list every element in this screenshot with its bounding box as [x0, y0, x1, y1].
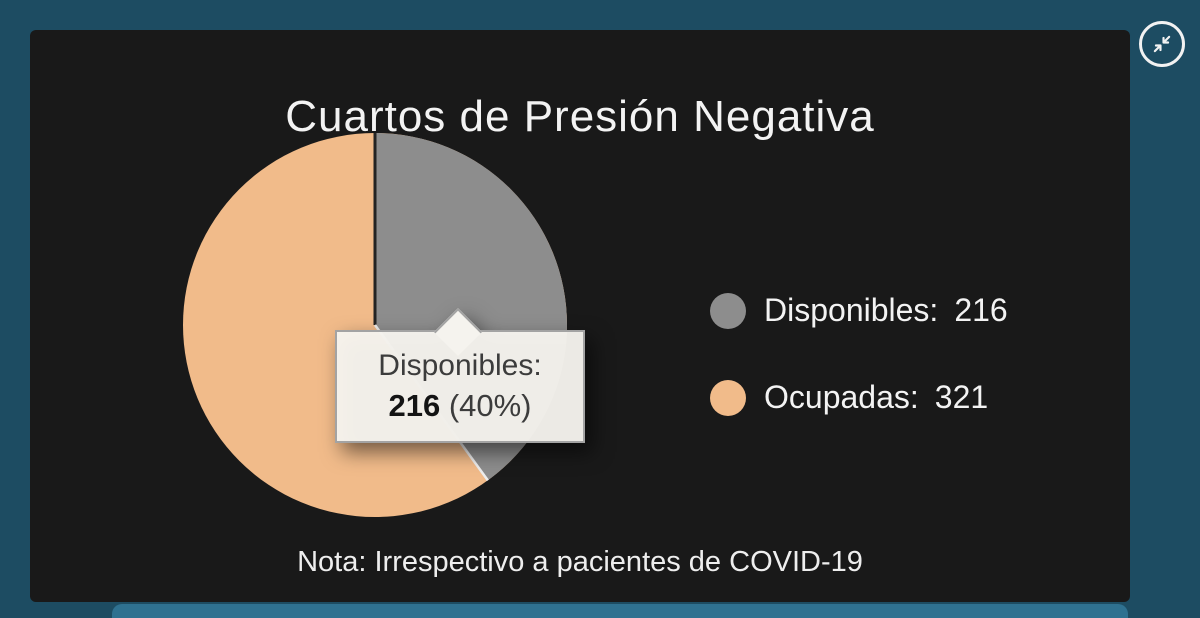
collapse-arrows-icon — [1153, 35, 1171, 53]
chart-card: Cuartos de Presión Negativa Disponibles:… — [30, 30, 1130, 602]
tooltip-value: 216 (40%) — [388, 388, 531, 424]
legend-item-disponibles[interactable]: Disponibles: 216 — [710, 292, 1008, 329]
legend-value-ocupadas: 321 — [934, 379, 989, 415]
chart-title: Cuartos de Presión Negativa — [285, 92, 875, 141]
tooltip-value-number: 216 — [388, 388, 441, 423]
pie-chart[interactable] — [175, 125, 575, 525]
legend-swatch-disponibles — [710, 292, 746, 329]
tooltip-value-percent: (40%) — [440, 388, 532, 423]
legend-label-disponibles: Disponibles: — [764, 292, 939, 328]
legend-label-ocupadas: Ocupadas: — [764, 379, 919, 415]
background-panel-edge — [112, 604, 1128, 618]
legend: Disponibles: 216 Ocupadas: 321 — [710, 292, 1008, 416]
collapse-button[interactable] — [1139, 21, 1185, 67]
tooltip: Disponibles: 216 (40%) — [335, 307, 585, 443]
legend-value-disponibles: 216 — [954, 292, 1008, 328]
legend-item-ocupadas[interactable]: Ocupadas: 321 — [710, 379, 1008, 416]
legend-swatch-ocupadas — [710, 379, 746, 416]
footer-note: Nota: Irrespectivo a pacientes de COVID-… — [297, 546, 863, 578]
pie-chart-svg — [183, 133, 567, 517]
tooltip-label: Disponibles: — [378, 349, 542, 382]
